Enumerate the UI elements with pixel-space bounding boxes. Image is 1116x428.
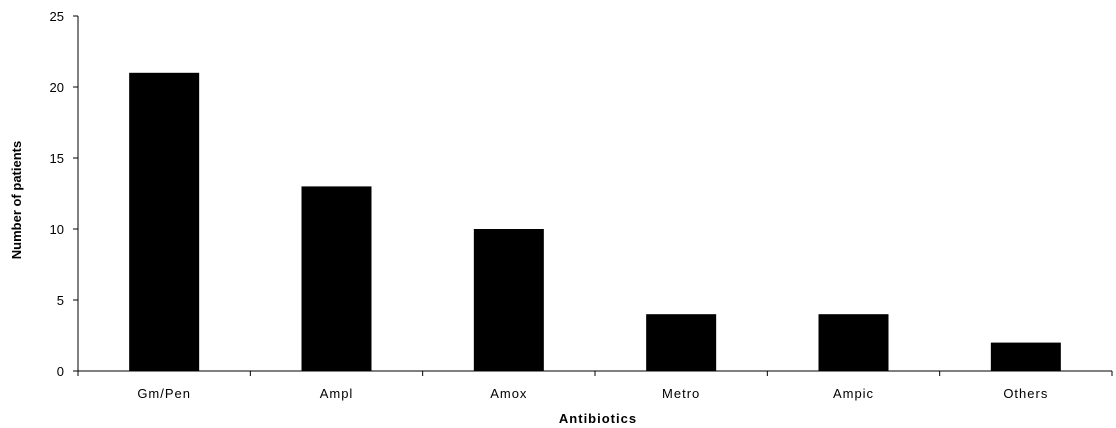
bar-others [990, 342, 1061, 371]
x-tick-label: Others [1003, 386, 1048, 401]
x-tick-label: Amox [490, 386, 527, 401]
y-tick-label: 20 [50, 80, 64, 95]
y-axis-title: Number of patients [9, 141, 24, 259]
y-tick-label: 25 [50, 9, 64, 24]
x-tick-label: Metro [662, 386, 700, 401]
x-tick-label: Ampic [833, 386, 874, 401]
x-axis-title: Antibiotics [559, 411, 637, 426]
x-tick-label: Ampl [320, 386, 354, 401]
plot-area: 0 5 10 15 20 25 Gm/Pen Ampl Amox Metro Ampic Others [50, 9, 1113, 401]
bar-amox [473, 229, 544, 371]
y-tick-label: 5 [57, 293, 64, 308]
y-tick-label: 0 [57, 364, 64, 379]
bar-ampic [818, 314, 889, 371]
bar-gm-pen [129, 72, 200, 372]
bar-metro [646, 314, 717, 371]
y-tick-label: 10 [50, 222, 64, 237]
bar-ampl [301, 186, 372, 371]
y-tick-label: 15 [50, 151, 64, 166]
x-tick-label: Gm/Pen [137, 386, 191, 401]
